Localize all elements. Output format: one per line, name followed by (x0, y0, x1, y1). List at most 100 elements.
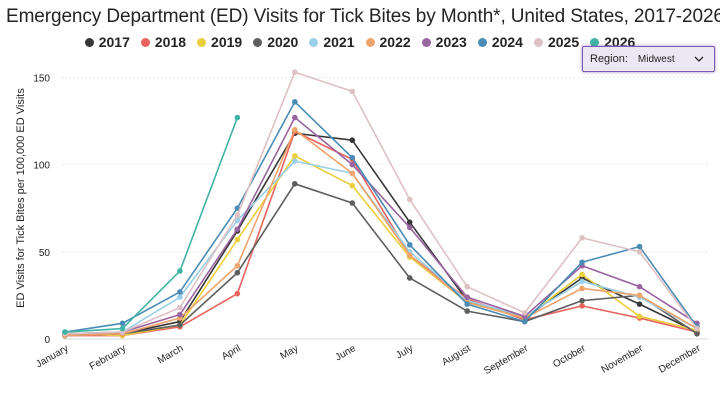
legend-item-2022[interactable]: 2022 (365, 34, 411, 50)
data-point[interactable] (62, 329, 68, 335)
data-point[interactable] (406, 219, 413, 225)
data-point[interactable] (234, 269, 241, 276)
data-point[interactable] (521, 318, 528, 325)
legend-dot (84, 37, 94, 47)
data-point[interactable] (636, 283, 643, 290)
x-tick-label: April (220, 343, 243, 363)
legend-dot (421, 37, 431, 47)
legend-item-2018[interactable]: 2018 (140, 34, 187, 50)
x-tick-label: February (88, 343, 128, 373)
data-point[interactable] (177, 268, 183, 274)
data-point[interactable] (234, 262, 241, 269)
data-point[interactable] (579, 303, 585, 309)
legend-item-2023[interactable]: 2023 (421, 34, 467, 50)
data-point[interactable] (292, 99, 298, 105)
data-point[interactable] (464, 294, 470, 300)
data-point[interactable] (464, 308, 470, 314)
data-point[interactable] (234, 236, 241, 243)
legend-dot (197, 37, 207, 47)
data-point[interactable] (349, 170, 356, 177)
data-point[interactable] (234, 212, 241, 218)
x-tick-label: May (278, 343, 300, 362)
series-2020 (62, 181, 700, 339)
series-line (64, 101, 698, 333)
x-tick-label: November (600, 343, 646, 376)
data-point[interactable] (349, 161, 356, 168)
data-point[interactable] (579, 235, 585, 241)
series-line (64, 116, 698, 335)
legend-label: 2019 (211, 34, 243, 50)
series-2026 (62, 114, 241, 335)
data-point[interactable] (521, 310, 528, 316)
data-point[interactable] (349, 154, 356, 161)
data-point[interactable] (177, 294, 183, 300)
legend-item-2024[interactable]: 2024 (477, 34, 523, 50)
legend-label: 2017 (98, 34, 130, 50)
data-point[interactable] (636, 301, 643, 307)
data-point[interactable] (464, 301, 470, 307)
region-slicer-value[interactable]: Midwest (637, 53, 675, 65)
x-tick-label: September (482, 343, 530, 377)
data-point[interactable] (292, 126, 298, 133)
data-point[interactable] (349, 88, 356, 95)
data-point[interactable] (636, 249, 643, 255)
data-point[interactable] (464, 283, 470, 290)
data-point[interactable] (636, 243, 643, 250)
x-tick-label: March (156, 343, 186, 366)
chart-legend: 2017 2018 2019 2020 2021 2022 2023 2024 2025 2026 (0, 32, 720, 52)
legend-dot (533, 37, 543, 47)
data-point[interactable] (234, 226, 241, 232)
y-axis-label: ED Visits for Tick Bites per 100,000 ED … (15, 88, 27, 308)
data-point[interactable] (349, 182, 356, 189)
data-point[interactable] (694, 325, 700, 332)
data-point[interactable] (636, 313, 643, 320)
data-point[interactable] (119, 320, 126, 327)
data-point[interactable] (234, 114, 241, 121)
y-tick-label: 150 (33, 73, 50, 84)
legend-item-2021[interactable]: 2021 (309, 34, 355, 50)
series-line (64, 128, 698, 337)
data-point[interactable] (406, 275, 413, 281)
data-point[interactable] (406, 242, 413, 248)
data-point[interactable] (694, 330, 700, 337)
data-point[interactable] (579, 297, 585, 304)
y-tick-label: 100 (33, 161, 50, 172)
data-point[interactable] (406, 196, 413, 203)
data-point[interactable] (349, 137, 356, 144)
data-point[interactable] (292, 114, 298, 121)
legend-item-2025[interactable]: 2025 (533, 34, 580, 50)
data-point[interactable] (292, 69, 298, 76)
chevron-down-icon[interactable] (692, 52, 706, 66)
legend-label: 2023 (435, 34, 467, 50)
x-tick-label: August (440, 343, 473, 368)
data-point[interactable] (579, 278, 585, 285)
data-point[interactable] (349, 200, 356, 206)
data-point[interactable] (177, 289, 183, 295)
legend-label: 2018 (154, 34, 187, 50)
data-point[interactable] (234, 290, 241, 297)
series-line (65, 130, 698, 337)
data-point[interactable] (406, 224, 413, 231)
data-point[interactable] (636, 292, 643, 299)
data-point[interactable] (292, 153, 298, 159)
data-point[interactable] (177, 304, 183, 311)
data-point[interactable] (292, 158, 298, 164)
series-line (64, 117, 239, 333)
data-point[interactable] (579, 259, 585, 266)
data-point[interactable] (119, 325, 126, 332)
region-slicer[interactable]: Region: Midwest (582, 46, 715, 72)
data-point[interactable] (406, 252, 413, 259)
data-point[interactable] (292, 181, 298, 187)
data-point[interactable] (177, 311, 183, 318)
legend-label: 2024 (491, 34, 523, 50)
legend-item-2017[interactable]: 2017 (84, 34, 130, 50)
data-point[interactable] (234, 217, 241, 224)
legend-label: 2025 (547, 34, 580, 50)
data-point[interactable] (177, 322, 183, 328)
legend-item-2020[interactable]: 2020 (253, 34, 298, 50)
legend-item-2019[interactable]: 2019 (197, 34, 242, 50)
data-point[interactable] (579, 285, 585, 292)
x-tick-label: July (394, 343, 415, 361)
data-point[interactable] (579, 271, 585, 278)
